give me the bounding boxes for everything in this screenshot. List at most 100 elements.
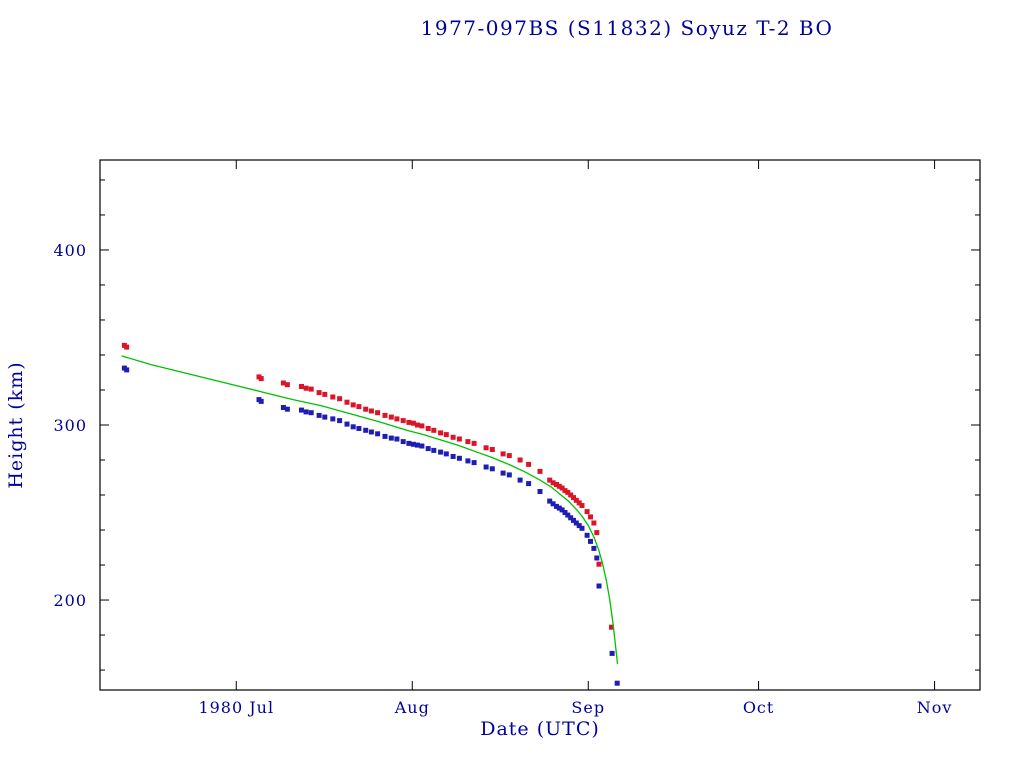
data-point-perigee — [322, 414, 328, 420]
data-point-perigee — [584, 532, 590, 538]
data-point-perigee — [596, 583, 602, 589]
data-point-apogee — [394, 416, 400, 422]
data-point-perigee — [550, 501, 556, 507]
data-point-perigee — [425, 446, 431, 452]
data-point-perigee — [568, 515, 574, 521]
data-point-perigee — [547, 498, 553, 504]
data-point-perigee — [506, 472, 512, 478]
data-point-apogee — [356, 404, 362, 410]
data-point-perigee — [419, 443, 425, 449]
data-point-apogee — [322, 391, 328, 397]
data-point-perigee — [375, 431, 381, 437]
data-point-apogee — [124, 344, 130, 350]
data-point-apogee — [591, 520, 597, 526]
data-point-apogee — [562, 488, 568, 494]
data-point-perigee — [406, 440, 412, 446]
data-point-apogee — [588, 514, 593, 520]
data-point-apogee — [471, 440, 477, 446]
data-point-apogee — [410, 420, 416, 426]
data-point-apogee — [565, 489, 571, 495]
data-point-apogee — [308, 386, 314, 392]
data-point-perigee — [316, 412, 322, 418]
data-point-perigee — [562, 510, 568, 515]
data-point-perigee — [258, 398, 264, 404]
data-point-perigee — [414, 442, 420, 448]
data-point-apogee — [438, 430, 444, 436]
data-point-apogee — [406, 419, 412, 425]
data-point-perigee — [443, 451, 449, 457]
data-point-apogee — [450, 434, 456, 440]
data-point-perigee — [368, 429, 374, 435]
data-point-apogee — [550, 480, 556, 486]
data-point-perigee — [456, 455, 462, 461]
data-point-perigee — [280, 405, 286, 410]
data-point-perigee — [591, 545, 597, 551]
data-point-perigee — [573, 520, 579, 526]
data-point-perigee — [559, 507, 565, 513]
data-point-perigee — [500, 470, 506, 476]
data-point-apogee — [609, 624, 614, 630]
data-point-apogee — [375, 410, 381, 416]
data-point-apogee — [414, 422, 420, 428]
data-point-apogee — [573, 497, 579, 503]
x-tick-label: 1980 Jul — [198, 698, 274, 717]
data-point-perigee — [554, 503, 559, 509]
x-tick-label: Aug — [394, 698, 430, 717]
data-point-perigee — [571, 517, 576, 523]
data-point-perigee — [537, 489, 543, 494]
data-point-perigee — [303, 409, 309, 415]
data-point-apogee — [568, 492, 574, 498]
data-point-perigee — [576, 523, 582, 529]
data-point-perigee — [337, 418, 343, 424]
data-point-perigee — [450, 454, 456, 459]
data-point-apogee — [337, 396, 343, 402]
data-point-perigee — [588, 538, 593, 544]
data-point-apogee — [584, 509, 590, 515]
data-point-apogee — [594, 530, 600, 536]
data-point-perigee — [410, 441, 416, 447]
data-point-apogee — [559, 485, 565, 491]
data-point-apogee — [303, 385, 309, 391]
data-point-apogee — [382, 412, 388, 418]
plot-title: 1977-097BS (S11832) Soyuz T-2 BO — [420, 16, 834, 40]
data-point-apogee — [284, 382, 290, 388]
data-point-apogee — [500, 451, 506, 457]
data-point-perigee — [284, 406, 290, 412]
data-point-perigee — [299, 407, 304, 413]
data-point-perigee — [431, 447, 437, 453]
data-point-perigee — [517, 477, 523, 483]
data-point-perigee — [350, 424, 356, 430]
data-point-apogee — [556, 483, 562, 489]
data-point-apogee — [489, 447, 495, 452]
data-point-perigee — [363, 427, 369, 433]
data-point-apogee — [537, 468, 543, 474]
data-point-apogee — [344, 399, 350, 405]
data-point-apogee — [443, 432, 449, 438]
data-point-apogee — [388, 414, 394, 420]
data-point-perigee — [489, 466, 495, 472]
data-point-perigee — [465, 458, 471, 464]
data-point-perigee — [579, 525, 585, 531]
data-point-perigee — [388, 435, 394, 441]
data-point-perigee — [565, 512, 571, 518]
data-point-apogee — [425, 426, 431, 431]
data-point-perigee — [356, 426, 362, 431]
data-point-perigee — [438, 449, 444, 455]
data-point-apogee — [400, 418, 406, 424]
data-point-apogee — [483, 445, 489, 451]
x-tick-label: Sep — [571, 698, 605, 717]
data-point-apogee — [517, 457, 523, 463]
data-point-perigee — [394, 436, 400, 442]
data-point-perigee — [471, 460, 477, 466]
x-tick-label: Oct — [743, 698, 775, 717]
data-point-perigee — [594, 555, 600, 561]
data-point-apogee — [363, 406, 369, 412]
data-point-perigee — [609, 650, 615, 656]
data-point-perigee — [382, 433, 388, 439]
data-point-apogee — [571, 495, 576, 501]
data-point-apogee — [526, 461, 532, 467]
data-point-apogee — [431, 427, 437, 433]
data-point-perigee — [483, 464, 489, 470]
